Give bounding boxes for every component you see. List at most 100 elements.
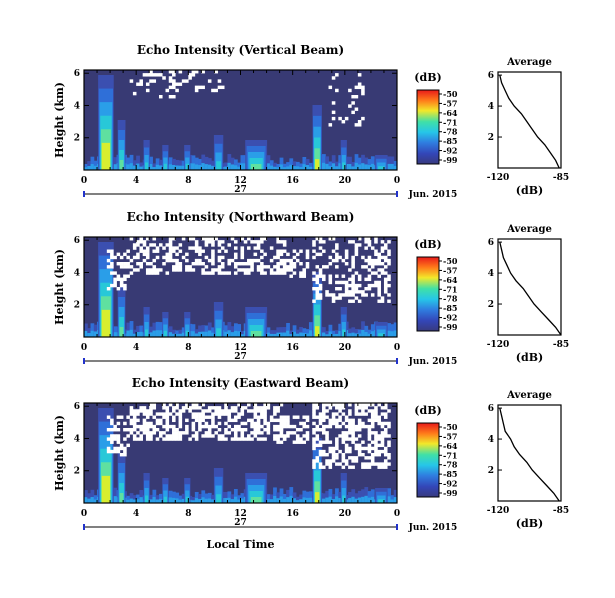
no-data-cell	[119, 443, 124, 448]
no-data-cell	[348, 421, 352, 426]
no-data-cell	[276, 268, 280, 272]
heatmap-cell	[136, 325, 140, 337]
no-data-cell	[188, 73, 192, 77]
heatmap-cell	[308, 166, 313, 170]
no-data-cell	[387, 434, 391, 438]
no-data-cell	[224, 428, 228, 432]
no-data-cell	[211, 434, 215, 438]
no-data-cell	[168, 243, 173, 247]
no-data-cell	[383, 243, 388, 247]
plume-level	[378, 333, 385, 337]
heatmap-cell	[351, 327, 356, 337]
no-data-cell	[315, 456, 320, 460]
no-data-cell	[165, 406, 170, 410]
no-data-cell	[256, 258, 261, 263]
no-data-cell	[230, 409, 235, 413]
no-data-cell	[348, 418, 352, 423]
no-data-cell	[312, 428, 316, 432]
no-data-cell	[201, 271, 205, 275]
no-data-cell	[312, 431, 316, 435]
no-data-cell	[201, 237, 205, 241]
no-data-cell	[126, 249, 130, 253]
no-data-cell	[211, 243, 215, 247]
no-data-cell	[341, 421, 346, 426]
heatmap-cell	[393, 497, 398, 503]
no-data-cell	[377, 453, 381, 457]
no-data-cell	[341, 453, 346, 457]
average-frame	[497, 238, 562, 336]
no-data-cell	[253, 403, 258, 407]
no-data-cell	[201, 409, 205, 413]
no-data-cell	[256, 409, 261, 413]
no-data-cell	[139, 428, 143, 432]
heatmap-cell	[279, 327, 284, 337]
no-data-cell	[227, 258, 232, 263]
no-data-cell	[318, 296, 323, 300]
no-data-cell	[113, 434, 117, 438]
no-data-cell	[123, 449, 127, 454]
no-data-cell	[152, 431, 157, 435]
no-data-cell	[312, 412, 316, 416]
no-data-cell	[172, 237, 176, 241]
average-x-label: (dB)	[516, 517, 543, 530]
no-data-cell	[211, 255, 215, 260]
no-data-cell	[256, 265, 261, 269]
no-data-cell	[247, 437, 251, 441]
no-data-cell	[370, 412, 375, 416]
no-data-cell	[263, 252, 267, 257]
no-data-cell	[214, 406, 218, 410]
no-data-cell	[132, 418, 137, 423]
average-y-tick-label: 4	[488, 102, 494, 112]
no-data-cell	[178, 82, 183, 86]
heatmap-cell	[136, 163, 140, 170]
no-data-cell	[227, 243, 232, 247]
no-data-cell	[136, 437, 140, 441]
no-data-cell	[266, 406, 271, 410]
no-data-cell	[331, 249, 336, 253]
no-data-cell	[325, 290, 329, 294]
no-data-cell	[282, 243, 287, 247]
no-data-cell	[357, 237, 362, 241]
no-data-cell	[361, 412, 365, 416]
no-data-cell	[383, 406, 388, 410]
plume-level	[342, 329, 346, 337]
no-data-cell	[354, 283, 359, 288]
no-data-cell	[364, 246, 368, 250]
no-data-cell	[263, 237, 267, 241]
no-data-cell	[331, 421, 336, 426]
no-data-cell	[240, 428, 245, 432]
no-data-cell	[315, 277, 320, 282]
no-data-cell	[194, 412, 199, 416]
no-data-cell	[331, 116, 336, 121]
no-data-cell	[357, 453, 362, 457]
heatmap-cell	[230, 157, 235, 170]
heatmap-cell	[292, 161, 297, 170]
no-data-cell	[354, 403, 359, 407]
no-data-cell	[351, 434, 355, 438]
no-data-cell	[292, 415, 297, 419]
no-data-cell	[132, 268, 137, 272]
heatmap-cell	[191, 500, 196, 503]
heatmap-cell	[155, 499, 160, 503]
no-data-cell	[250, 437, 254, 441]
no-data-cell	[341, 258, 346, 263]
no-data-cell	[175, 428, 179, 432]
no-data-cell	[374, 249, 378, 253]
heatmap-cell	[240, 155, 245, 170]
no-data-cell	[364, 462, 368, 466]
no-data-cell	[357, 406, 362, 410]
no-data-cell	[139, 82, 143, 86]
no-data-cell	[123, 262, 127, 266]
no-data-cell	[367, 243, 372, 247]
heatmap-cell	[367, 329, 372, 337]
no-data-cell	[312, 255, 316, 260]
heatmap-cell	[357, 333, 362, 337]
no-data-cell	[357, 446, 362, 451]
no-data-cell	[361, 406, 365, 410]
heatmap-cell	[233, 496, 238, 503]
no-data-cell	[162, 246, 166, 250]
no-data-cell	[273, 428, 277, 432]
heatmap-cell	[390, 331, 395, 337]
no-data-cell	[152, 268, 157, 272]
no-data-cell	[123, 252, 127, 257]
